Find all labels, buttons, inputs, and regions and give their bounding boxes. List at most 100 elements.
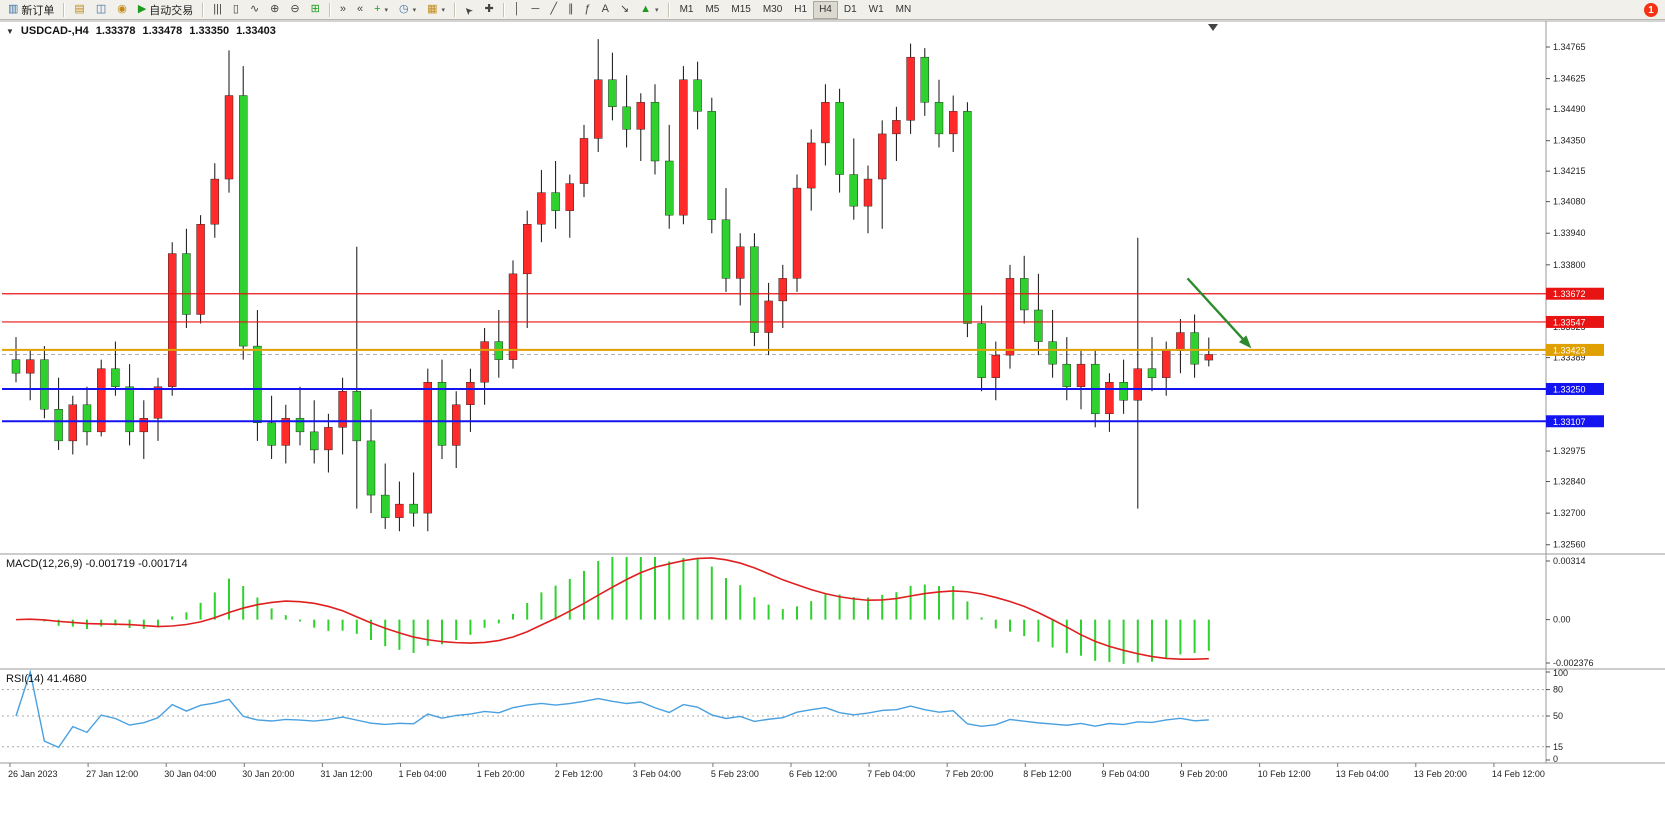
candle-down <box>934 102 944 135</box>
channel-icon: ∥ <box>567 3 574 15</box>
candle-up <box>196 223 205 315</box>
cursor-tool-button[interactable]: ➤ <box>460 1 478 19</box>
macd-signal-line <box>15 557 1209 661</box>
new-order-button[interactable]: ▥ 新订单 <box>3 1 59 19</box>
price-label-box <box>1546 382 1604 395</box>
periods-dropdown[interactable]: ◷ ▾ <box>394 1 421 19</box>
svg-text:1.34765: 1.34765 <box>1553 42 1586 52</box>
toolbar-separator <box>502 2 505 17</box>
trendline-icon: ╱ <box>550 3 557 15</box>
candle-up <box>139 418 149 433</box>
line-chart-icon: ∿ <box>249 3 260 15</box>
navigator-button[interactable]: ◉ <box>112 1 132 19</box>
line-chart-mode-button[interactable]: ∿ <box>245 1 264 19</box>
text-tool-button[interactable]: A <box>597 1 614 19</box>
svg-text:7 Feb 04:00: 7 Feb 04:00 <box>867 769 915 779</box>
timeframe-d1[interactable]: D1 <box>838 1 863 19</box>
candle-up <box>792 187 802 279</box>
candle-up <box>863 178 873 207</box>
zoom-in-icon: ⊕ <box>270 3 280 15</box>
chart-shift-marker[interactable] <box>1208 24 1218 31</box>
svg-text:1.34215: 1.34215 <box>1553 166 1586 176</box>
zoom-in-button[interactable]: ⊕ <box>265 1 284 19</box>
macd-panel: 0.00314 0.00 -0.002376 <box>15 556 1594 668</box>
candle-down <box>352 391 361 442</box>
notifications-badge[interactable]: 1 <box>1644 3 1658 17</box>
timeframe-mn[interactable]: MN <box>890 1 918 19</box>
navigator-icon: ◉ <box>117 3 127 15</box>
svg-text:1.33672: 1.33672 <box>1553 289 1586 299</box>
candle-up <box>892 120 901 135</box>
candle-down <box>125 386 134 433</box>
svg-text:27 Jan 12:00: 27 Jan 12:00 <box>86 769 138 779</box>
candle-down <box>295 418 305 433</box>
candle-down <box>310 431 319 451</box>
svg-text:0.00: 0.00 <box>1553 615 1571 625</box>
timeframe-w1[interactable]: W1 <box>863 1 890 19</box>
candle-up <box>338 391 347 428</box>
ohlc-toggle-icon[interactable]: ▼ <box>6 26 14 36</box>
candle-up <box>807 142 816 189</box>
auto-trading-button[interactable]: ▶ 自动交易 <box>133 1 198 19</box>
candle-up <box>565 183 574 211</box>
svg-text:26 Jan 2023: 26 Jan 2023 <box>8 769 58 779</box>
svg-text:30 Jan 20:00: 30 Jan 20:00 <box>242 769 294 779</box>
indicators-dropdown[interactable]: + ▾ <box>369 1 393 19</box>
svg-text:1 Feb 04:00: 1 Feb 04:00 <box>399 769 447 779</box>
chart-shift-button[interactable]: « <box>352 1 368 19</box>
vertical-line-tool-button[interactable]: │ <box>509 1 526 19</box>
timeframe-m1[interactable]: M1 <box>674 1 700 19</box>
chart-canvas[interactable]: 1.34765 1.34625 1.34490 1.34350 1.34215 1.340… <box>0 20 1665 783</box>
candle-up <box>537 192 546 225</box>
data-window-icon: ◫ <box>95 3 107 15</box>
timeframe-m30[interactable]: M30 <box>757 1 788 19</box>
auto-trading-icon: ▶ <box>137 3 147 15</box>
timeframe-m15[interactable]: M15 <box>725 1 756 19</box>
timeframe-toolbar: M1 M5 M15 M30 H1 H4 D1 W1 MN <box>674 0 918 19</box>
svg-text:15: 15 <box>1553 742 1563 752</box>
fibonacci-tool-button[interactable]: ƒ <box>579 1 595 19</box>
svg-text:-0.002376: -0.002376 <box>1553 658 1594 668</box>
trendline-tool-button[interactable]: ╱ <box>545 1 562 19</box>
channel-tool-button[interactable]: ∥ <box>563 1 579 19</box>
tile-windows-button[interactable]: ⊞ <box>306 1 325 19</box>
price-label-box <box>1546 315 1604 328</box>
market-watch-button[interactable]: ▤ <box>69 1 89 19</box>
price-label-box <box>1546 415 1604 428</box>
toolbar: ▥ 新订单 ▤ ◫ ◉ ▶ 自动交易 ||| ▯ ∿ ⊕ ⊖ <box>0 0 1665 20</box>
zoom-out-button[interactable]: ⊖ <box>285 1 304 19</box>
candle-down <box>238 95 248 347</box>
timeframe-h4[interactable]: H4 <box>813 0 838 19</box>
candle-down <box>11 359 21 374</box>
bar-chart-mode-button[interactable]: ||| <box>208 1 227 19</box>
timeframe-m5[interactable]: M5 <box>699 1 725 19</box>
candle-up <box>594 79 603 139</box>
auto-scroll-button[interactable]: » <box>335 1 351 19</box>
data-window-button[interactable]: ◫ <box>91 1 111 19</box>
candle-up <box>1161 350 1171 378</box>
svg-text:1.32840: 1.32840 <box>1553 477 1586 487</box>
candle-down <box>1062 363 1072 387</box>
candlestick-mode-button[interactable]: ▯ <box>228 1 244 19</box>
candle-up <box>466 382 475 405</box>
templates-dropdown[interactable]: ▦ ▾ <box>422 1 450 19</box>
candle-up <box>949 111 958 135</box>
rsi-indicator-label: RSI(14) 41.4680 <box>6 673 87 685</box>
candle-up <box>153 386 163 419</box>
svg-text:30 Jan 04:00: 30 Jan 04:00 <box>164 769 216 779</box>
arrow-tool-button[interactable]: ↘ <box>615 1 634 19</box>
candle-down <box>750 246 759 333</box>
time-axis: 26 Jan 2023 27 Jan 12:00 30 Jan 04:00 30 Ja… <box>8 763 1545 779</box>
svg-text:1.33423: 1.33423 <box>1553 345 1586 355</box>
candle-up <box>167 253 177 387</box>
svg-text:1.34080: 1.34080 <box>1553 197 1586 207</box>
arrow-annotation[interactable] <box>1186 277 1252 349</box>
shapes-dropdown[interactable]: ▲ ▾ <box>635 1 663 19</box>
horizontal-line-tool-button[interactable]: ─ <box>527 1 545 19</box>
timeframe-h1[interactable]: H1 <box>788 1 813 19</box>
price-close: 1.33403 <box>236 25 276 37</box>
bar-chart-icon: ||| <box>213 3 222 15</box>
candle-down <box>608 79 617 108</box>
rsi-line <box>15 669 1209 749</box>
crosshair-tool-button[interactable]: ✚ <box>479 1 498 19</box>
